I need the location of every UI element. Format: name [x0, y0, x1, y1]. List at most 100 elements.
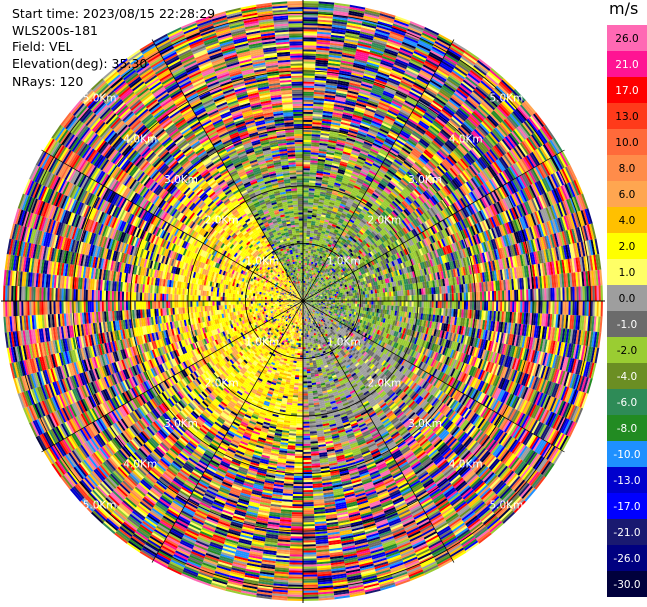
velocity-bin	[404, 142, 415, 150]
velocity-bin	[427, 55, 441, 64]
velocity-bin	[312, 237, 317, 240]
velocity-bin	[364, 204, 371, 210]
velocity-bin	[396, 56, 410, 64]
velocity-bin	[317, 31, 332, 35]
velocity-bin	[346, 94, 358, 99]
velocity-bin	[330, 296, 334, 299]
velocity-bin	[308, 285, 310, 289]
velocity-bin	[327, 302, 330, 304]
velocity-bin	[390, 178, 399, 186]
velocity-bin	[328, 260, 332, 264]
velocity-bin	[400, 149, 410, 157]
velocity-bin	[455, 64, 469, 75]
velocity-bin	[305, 291, 307, 294]
velocity-bin	[332, 253, 337, 258]
velocity-bin	[325, 215, 331, 219]
velocity-bin	[341, 223, 347, 228]
velocity-bin	[388, 75, 402, 83]
velocity-bin	[348, 129, 358, 135]
velocity-bin	[307, 256, 310, 260]
velocity-bin	[338, 129, 349, 134]
velocity-bin	[335, 96, 347, 101]
velocity-bin	[352, 171, 360, 176]
velocity-bin	[465, 76, 478, 87]
velocity-bin	[512, 301, 515, 313]
velocity-bin	[367, 294, 370, 298]
velocity-bin	[350, 151, 360, 157]
velocity-bin	[408, 61, 422, 70]
velocity-bin	[367, 57, 381, 64]
velocity-bin	[381, 177, 390, 184]
velocity-bin	[387, 291, 390, 297]
velocity-bin	[362, 217, 368, 223]
velocity-bin	[335, 297, 338, 300]
velocity-bin	[379, 13, 396, 20]
velocity-bin	[329, 174, 337, 179]
velocity-bin	[330, 197, 336, 202]
velocity-bin	[366, 189, 374, 195]
velocity-bin	[383, 50, 398, 57]
velocity-bin	[329, 46, 343, 51]
velocity-bin	[436, 67, 450, 77]
velocity-bin	[377, 304, 380, 309]
velocity-bin	[328, 135, 338, 140]
velocity-bin	[487, 291, 491, 301]
velocity-bin	[520, 289, 523, 301]
velocity-bin	[348, 84, 361, 90]
velocity-bin	[359, 89, 371, 95]
velocity-bin	[342, 178, 350, 183]
velocity-bin	[316, 256, 320, 260]
velocity-bin	[405, 98, 417, 106]
velocity-bin	[402, 126, 413, 134]
velocity-bin	[305, 285, 308, 288]
velocity-bin	[341, 119, 351, 125]
velocity-bin	[333, 220, 339, 224]
velocity-bin	[313, 105, 324, 109]
velocity-bin	[403, 295, 406, 301]
velocity-bin	[393, 296, 396, 301]
velocity-bin	[316, 172, 324, 176]
velocity-bin	[431, 301, 434, 308]
velocity-bin	[330, 36, 345, 41]
velocity-bin	[324, 270, 328, 273]
velocity-bin	[350, 226, 356, 231]
velocity-bin	[388, 34, 404, 42]
velocity-bin	[312, 274, 315, 278]
velocity-bin	[304, 276, 306, 279]
velocity-bin	[310, 160, 318, 163]
velocity-bin	[303, 150, 311, 153]
velocity-bin	[395, 118, 406, 125]
velocity-bin	[354, 183, 362, 188]
velocity-bin	[341, 232, 346, 237]
velocity-bin	[336, 212, 342, 217]
velocity-bin	[446, 78, 460, 88]
velocity-bin	[365, 294, 368, 298]
velocity-bin	[485, 301, 489, 311]
velocity-bin	[334, 98, 346, 103]
velocity-bin	[332, 161, 340, 165]
velocity-bin	[333, 4, 350, 9]
velocity-bin	[516, 289, 519, 301]
velocity-bin	[324, 163, 332, 168]
velocity-bin	[368, 209, 374, 215]
velocity-bin	[352, 230, 358, 236]
velocity-bin	[356, 134, 366, 140]
velocity-bin	[355, 295, 358, 299]
velocity-bin	[309, 259, 312, 262]
velocity-bin	[400, 45, 415, 53]
velocity-bin	[429, 301, 432, 308]
velocity-bin	[331, 30, 346, 35]
velocity-bin	[370, 124, 380, 130]
velocity-bin	[310, 251, 314, 254]
velocity-bin	[434, 96, 447, 106]
velocity-bin	[304, 282, 306, 286]
velocity-bin	[362, 75, 376, 81]
velocity-bin	[308, 261, 312, 264]
velocity-bin	[303, 37, 317, 40]
velocity-bin	[399, 290, 402, 296]
velocity-bin	[441, 301, 444, 309]
velocity-bin	[546, 288, 549, 301]
velocity-bin	[498, 290, 501, 301]
velocity-bin	[354, 106, 366, 112]
velocity-bin	[337, 208, 344, 213]
